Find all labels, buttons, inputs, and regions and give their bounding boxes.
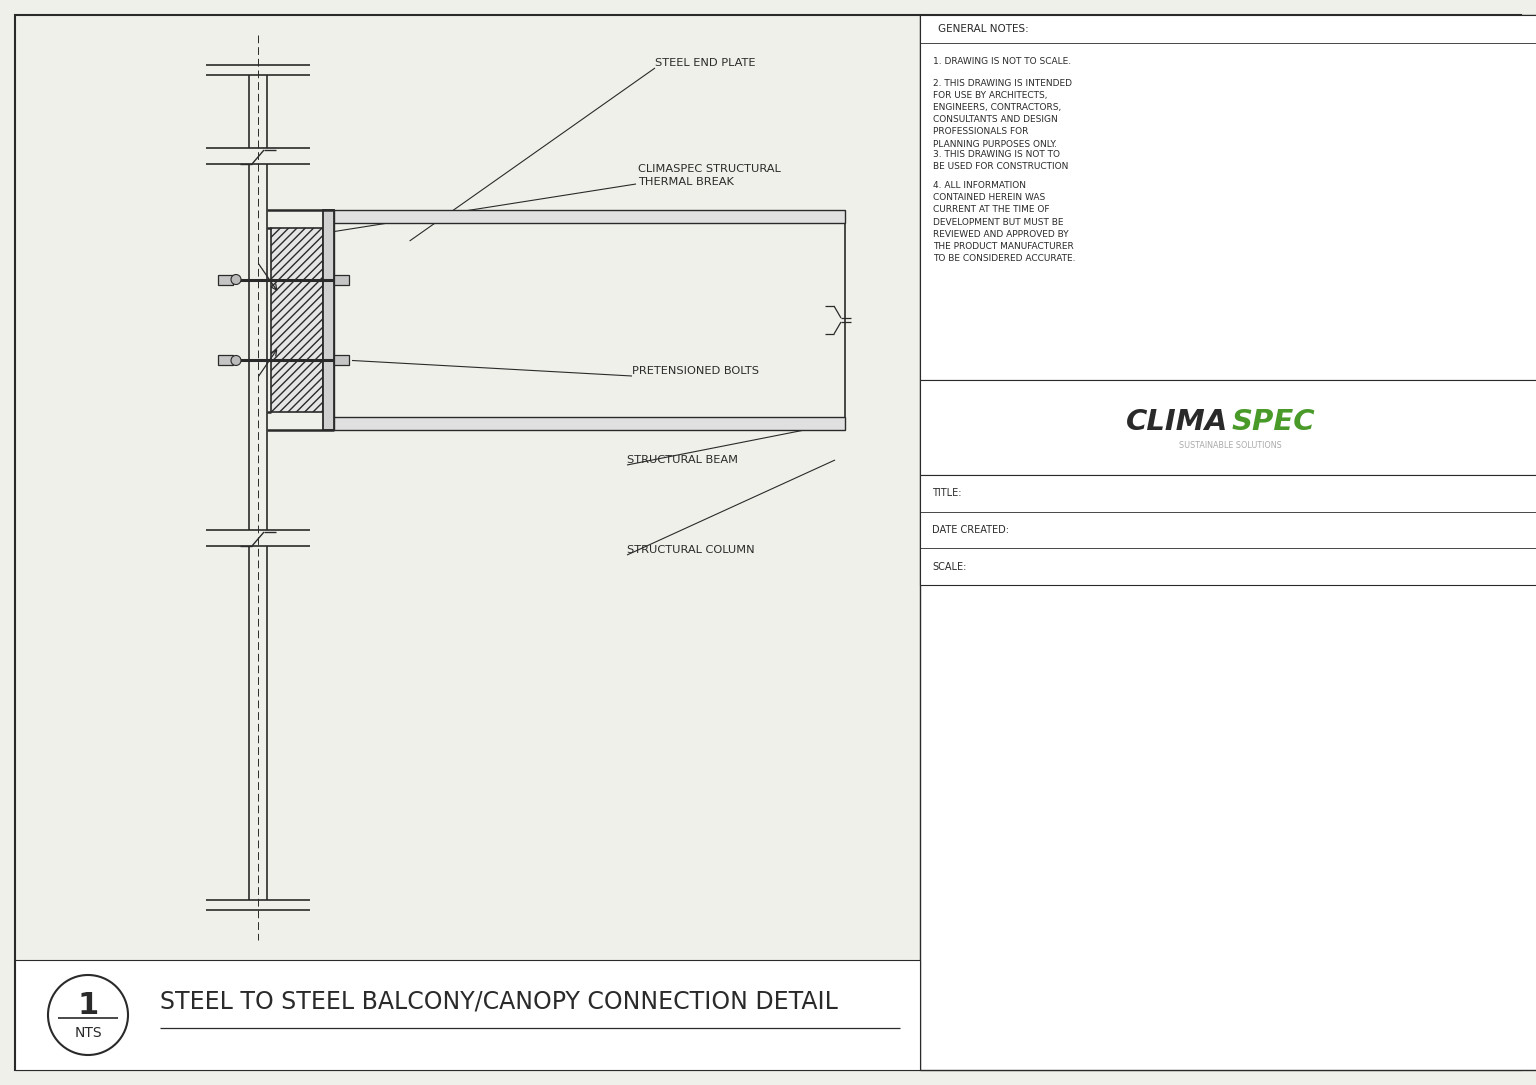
Text: CLIMA: CLIMA [1126,408,1227,436]
Bar [333,275,349,284]
Text: GENERAL NOTES:: GENERAL NOTES: [938,24,1029,34]
Text: PRETENSIONED BOLTS: PRETENSIONED BOLTS [631,366,759,376]
Text: CLIMASPEC STRUCTURAL: CLIMASPEC STRUCTURAL [637,164,780,174]
Bar [218,356,233,366]
Bar [920,15,1536,380]
Bar [920,380,1536,475]
Text: DATE CREATED:: DATE CREATED: [932,525,1009,535]
Bar [920,475,1536,585]
Bar [333,356,349,366]
Text: 1. DRAWING IS NOT TO SCALE.: 1. DRAWING IS NOT TO SCALE. [932,58,1071,66]
Bar [333,210,845,224]
Bar [218,275,233,284]
Text: 2. THIS DRAWING IS INTENDED
FOR USE BY ARCHITECTS,
ENGINEERS, CONTRACTORS,
CONSU: 2. THIS DRAWING IS INTENDED FOR USE BY A… [932,79,1072,149]
Text: STEEL END PLATE: STEEL END PLATE [654,58,756,68]
Text: SPEC: SPEC [1232,408,1316,436]
Text: STRUCTURAL COLUMN: STRUCTURAL COLUMN [627,545,754,556]
Bar [15,960,920,1070]
Text: 1: 1 [77,991,98,1020]
Text: THERMAL BREAK: THERMAL BREAK [637,177,734,187]
Text: NTS: NTS [74,1026,101,1041]
Text: STRUCTURAL BEAM: STRUCTURAL BEAM [627,455,737,465]
Text: SCALE:: SCALE: [932,562,966,572]
Text: SUSTAINABLE SOLUTIONS: SUSTAINABLE SOLUTIONS [1178,441,1281,450]
Text: STEEL TO STEEL BALCONY/CANOPY CONNECTION DETAIL: STEEL TO STEEL BALCONY/CANOPY CONNECTION… [160,990,837,1013]
Bar [333,417,845,430]
Bar [920,15,1536,1070]
Bar [270,228,323,412]
Text: 4. ALL INFORMATION
CONTAINED HEREIN WAS
CURRENT AT THE TIME OF
DEVELOPMENT BUT M: 4. ALL INFORMATION CONTAINED HEREIN WAS … [932,181,1075,263]
Text: 3. THIS DRAWING IS NOT TO
BE USED FOR CONSTRUCTION: 3. THIS DRAWING IS NOT TO BE USED FOR CO… [932,150,1069,170]
Text: TITLE:: TITLE: [932,488,962,498]
Bar [323,210,333,430]
Circle shape [230,356,241,366]
Circle shape [230,275,241,284]
